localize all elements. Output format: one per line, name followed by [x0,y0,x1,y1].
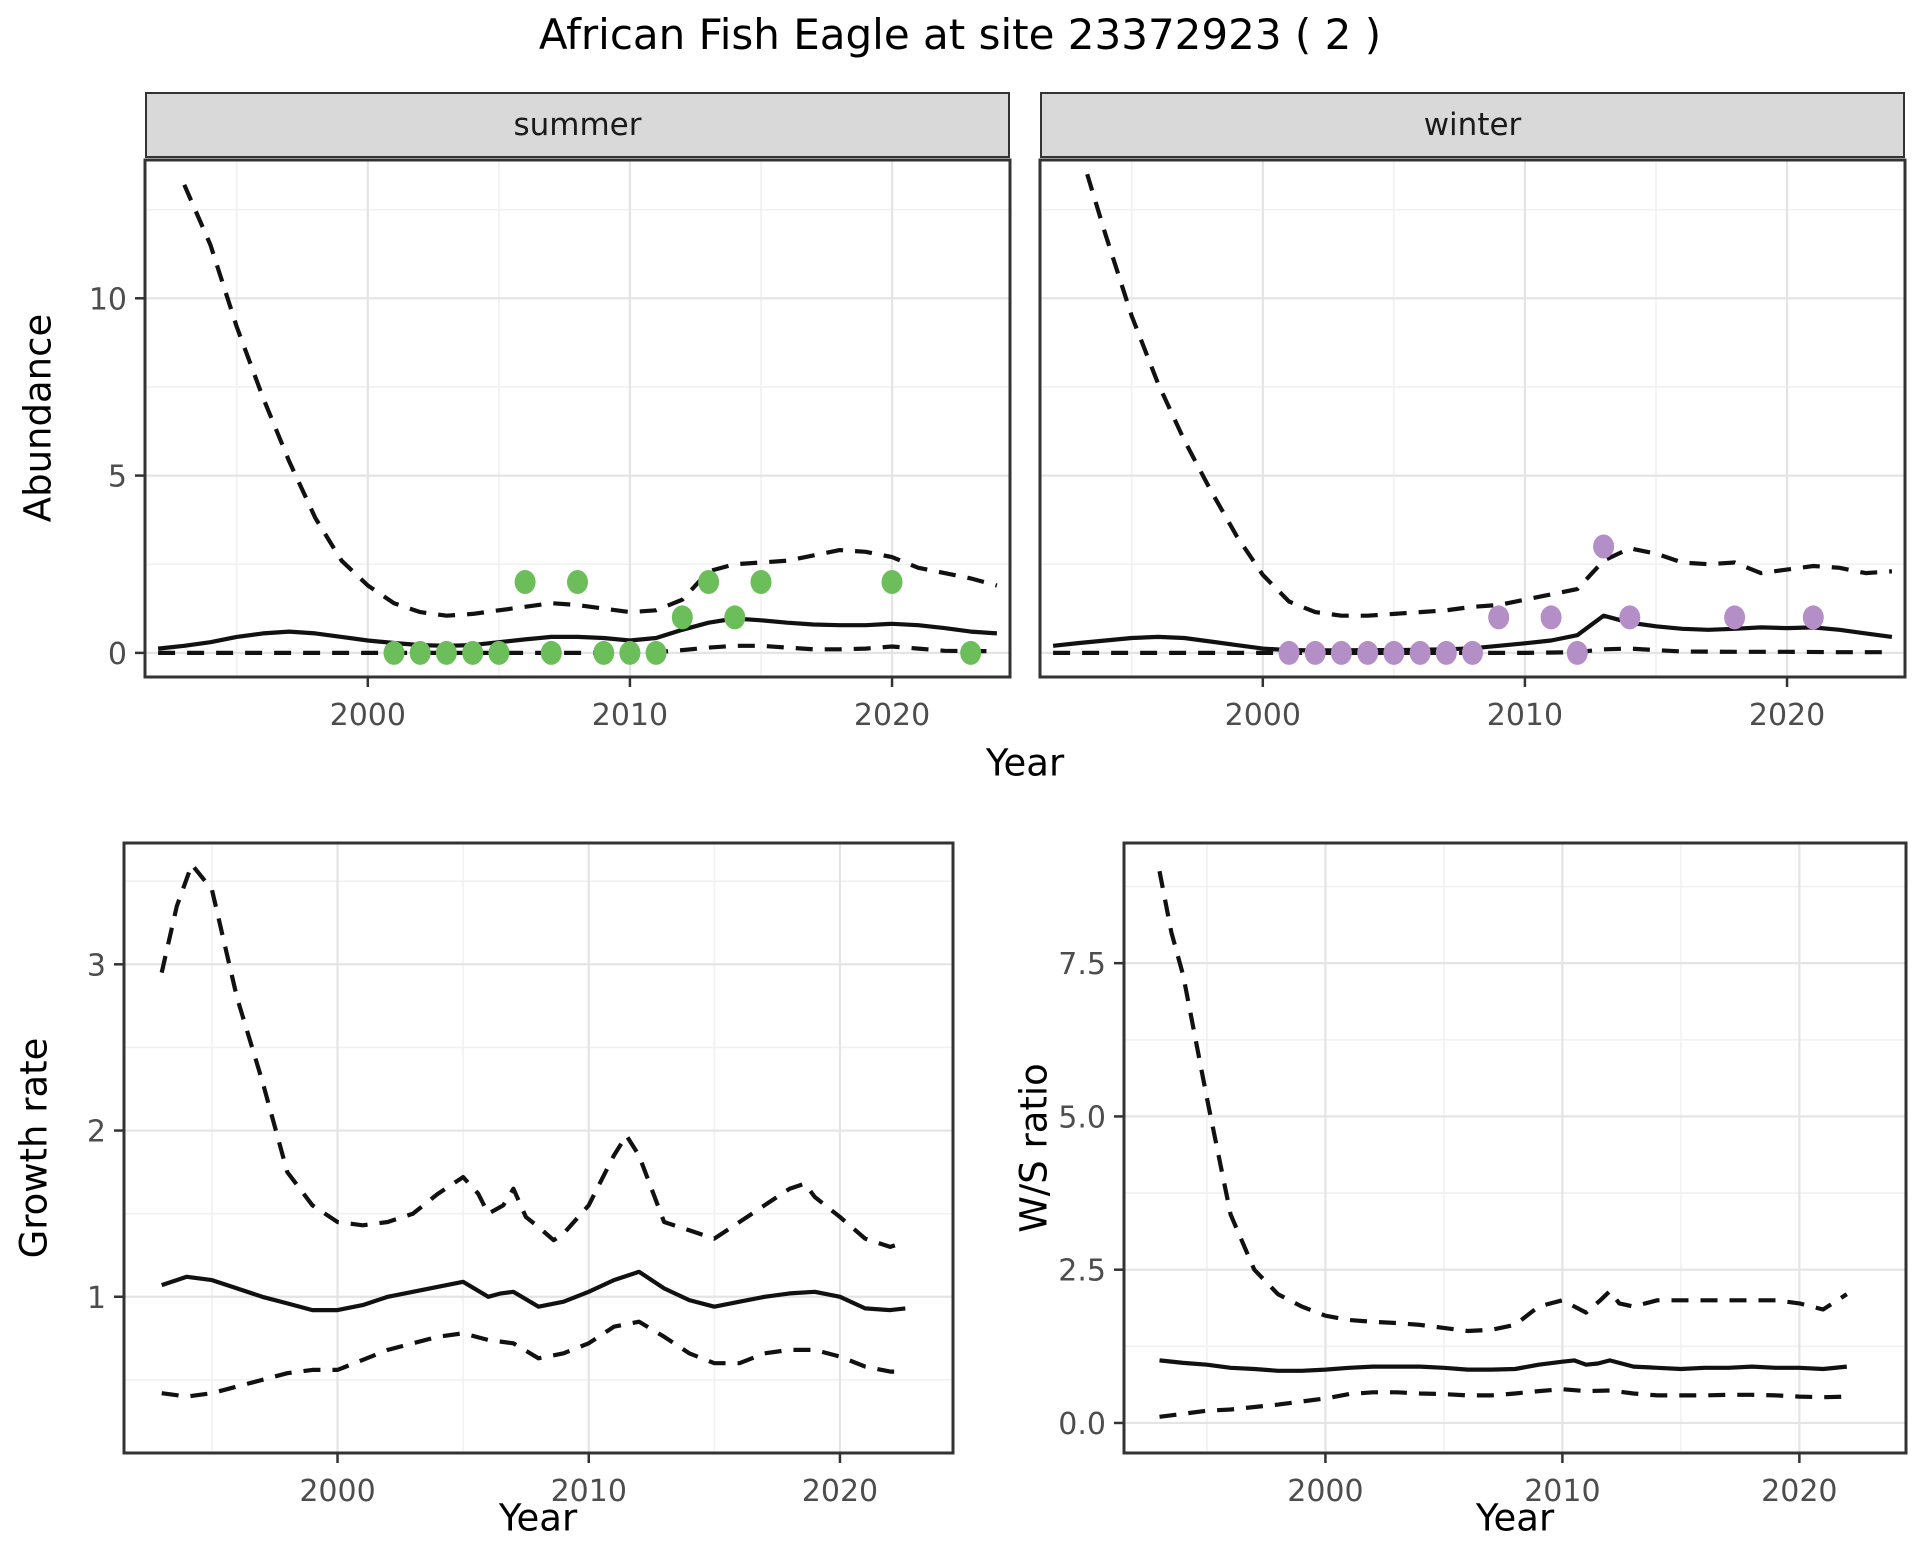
data-point [698,570,720,594]
data-point [645,640,667,665]
data-point [1330,640,1352,665]
y-tick-label: 5.0 [1058,1100,1106,1135]
panel-border [143,158,1012,679]
series-upper-ci [182,183,998,618]
data-point [567,570,588,594]
growth-rate-panel: 2000 2010 2020 1 2 3 [87,841,955,1509]
data-point [462,640,484,665]
data-point [1802,605,1824,630]
facet-strip-summer: summer [145,92,1010,158]
x-tick-label: 2020 [1749,698,1825,733]
x-tick-label: 2020 [1761,1474,1837,1509]
y-axis-title-ws-ratio: W/S ratio [1012,1063,1056,1233]
series-lower-ci [161,1319,906,1399]
series-upper-ci [1157,870,1848,1334]
y-tick-label: 3 [87,948,106,983]
x-tick-label: 2010 [592,698,668,733]
data-point [435,640,457,665]
data-point [1462,640,1483,665]
panel-border [1038,158,1907,679]
series-lower-ci [158,643,997,655]
x-tick-label: 2020 [802,1474,878,1509]
data-point [1540,605,1562,630]
y-tick-label: 7.5 [1058,947,1106,982]
series-upper-ci [1085,173,1893,618]
x-tick-label: 2000 [299,1474,375,1509]
series-upper-ci [159,862,906,1249]
y-tick-label: 10 [89,282,127,317]
panel-border [122,841,955,1455]
y-axis-title-abundance: Abundance [16,313,60,523]
data-point [1304,640,1326,665]
y-tick-label: 0 [108,637,127,672]
series-median [157,616,998,651]
data-point [593,640,615,665]
ws-ratio-panel: 2000 2010 2020 0.0 2.5 5.0 7.5 [1058,841,1908,1509]
data-point [750,570,772,594]
data-point [1724,605,1746,630]
y-axis-title-growth-rate: Growth rate [12,1037,56,1259]
data-point [540,640,562,665]
data-point [724,605,746,630]
data-point [881,570,903,594]
x-axis-title-year-ws: Year [1475,1496,1555,1540]
data-point [671,605,693,630]
x-tick-label: 2000 [1225,698,1301,733]
facet-strip-winter: winter [1040,92,1905,158]
x-axis-title-year-top: Year [985,741,1065,785]
panel-border [1122,841,1908,1455]
winter-abundance-panel: 2000 2010 2020 [1038,158,1907,733]
x-tick-label: 2020 [854,698,930,733]
data-point [488,640,510,665]
summer-abundance-panel: 2000 2010 2020 0 5 10 [89,158,1012,733]
data-point [619,640,641,665]
data-point [514,570,536,594]
data-point [1435,640,1457,665]
y-tick-label: 2 [87,1115,106,1150]
x-tick-label: 2000 [330,698,406,733]
y-tick-label: 5 [108,460,127,495]
data-point [383,640,405,665]
series-median [1159,1358,1848,1373]
x-tick-label: 2000 [1287,1474,1363,1509]
x-tick-label: 2010 [551,1474,627,1509]
y-tick-label: 2.5 [1058,1254,1106,1289]
data-point [1488,605,1510,630]
data-point [1409,640,1431,665]
x-axis-title-year-growth: Year [498,1496,578,1540]
series-median [161,1269,906,1313]
data-point [1278,640,1300,665]
y-tick-label: 1 [87,1281,106,1316]
data-point [1619,605,1641,630]
data-point [1357,640,1379,665]
data-point [409,640,431,665]
data-point [960,640,982,665]
data-point [1566,640,1588,665]
series-lower-ci [1159,1387,1847,1419]
series-lower-ci [1053,646,1892,655]
data-point [1383,640,1405,665]
x-tick-label: 2010 [1487,698,1563,733]
data-point [1593,534,1615,559]
x-tick-label: 2010 [1524,1474,1600,1509]
plot-title: African Fish Eagle at site 23372923 ( 2 … [538,10,1382,59]
y-tick-label: 0.0 [1058,1407,1106,1442]
